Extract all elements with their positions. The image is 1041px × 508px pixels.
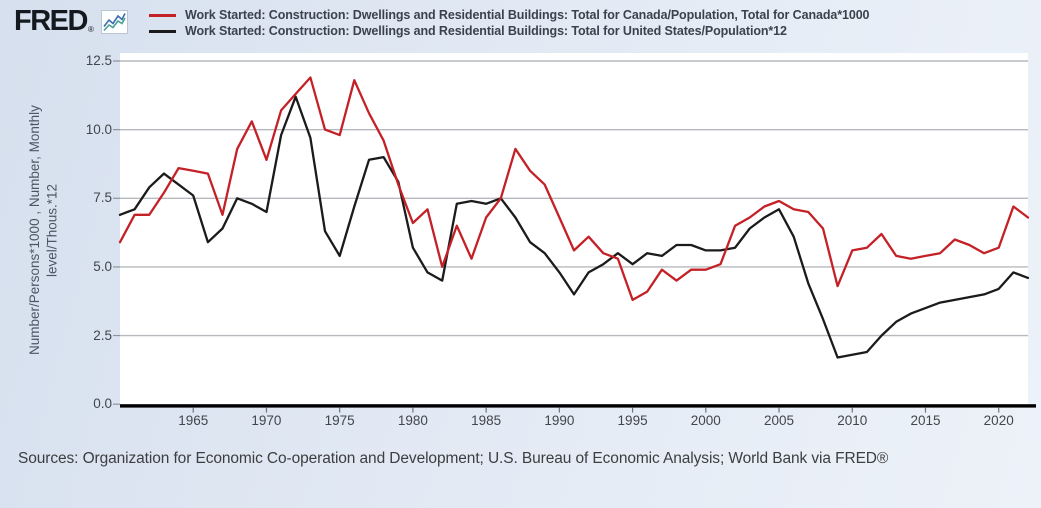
- x-tick-label: 1975: [324, 413, 355, 428]
- x-tick-label: 1990: [544, 413, 575, 428]
- fred-logo-chart-icon: [100, 10, 128, 34]
- fred-logo-text: FRED: [14, 5, 88, 37]
- y-axis-title-line2: level/Thous.*12: [44, 183, 60, 277]
- legend: Work Started: Construction: Dwellings an…: [149, 8, 870, 40]
- fred-logo[interactable]: FRED ®: [14, 6, 128, 36]
- x-tick-label: 1985: [471, 413, 502, 428]
- fred-registered-mark: ®: [87, 25, 94, 34]
- y-tick-label: 7.5: [93, 190, 112, 206]
- legend-label-canada: Work Started: Construction: Dwellings an…: [185, 8, 870, 22]
- x-tick-label: 1980: [397, 413, 428, 428]
- x-tick-label: 1970: [251, 413, 282, 428]
- legend-swatch-us: [149, 29, 176, 33]
- x-tick-label: 2015: [910, 413, 941, 428]
- sources-note: Sources: Organization for Economic Co-op…: [18, 450, 889, 467]
- legend-item-us[interactable]: Work Started: Construction: Dwellings an…: [149, 24, 869, 38]
- y-tick-label: 2.5: [93, 327, 112, 343]
- x-tick-label: 2005: [764, 413, 795, 428]
- x-tick-label: 2010: [837, 413, 868, 428]
- y-tick-label: 10.0: [85, 121, 112, 137]
- legend-swatch-canada: [149, 13, 176, 17]
- y-tick-label: 5.0: [93, 258, 112, 274]
- y-tick-label: 0.0: [93, 396, 112, 412]
- legend-item-canada[interactable]: Work Started: Construction: Dwellings an…: [149, 8, 870, 22]
- x-tick-label: 2020: [983, 413, 1014, 428]
- y-axis-title: Number/Persons*1000 , Number, Monthly le…: [26, 56, 61, 404]
- y-tick-label: 12.5: [85, 53, 112, 68]
- y-axis-title-line1: Number/Persons*1000 , Number, Monthly: [27, 105, 42, 355]
- x-tick-label: 2000: [690, 413, 721, 428]
- x-tick-label: 1965: [178, 413, 209, 428]
- legend-label-us: Work Started: Construction: Dwellings an…: [185, 24, 787, 38]
- x-tick-label: 1995: [617, 413, 648, 428]
